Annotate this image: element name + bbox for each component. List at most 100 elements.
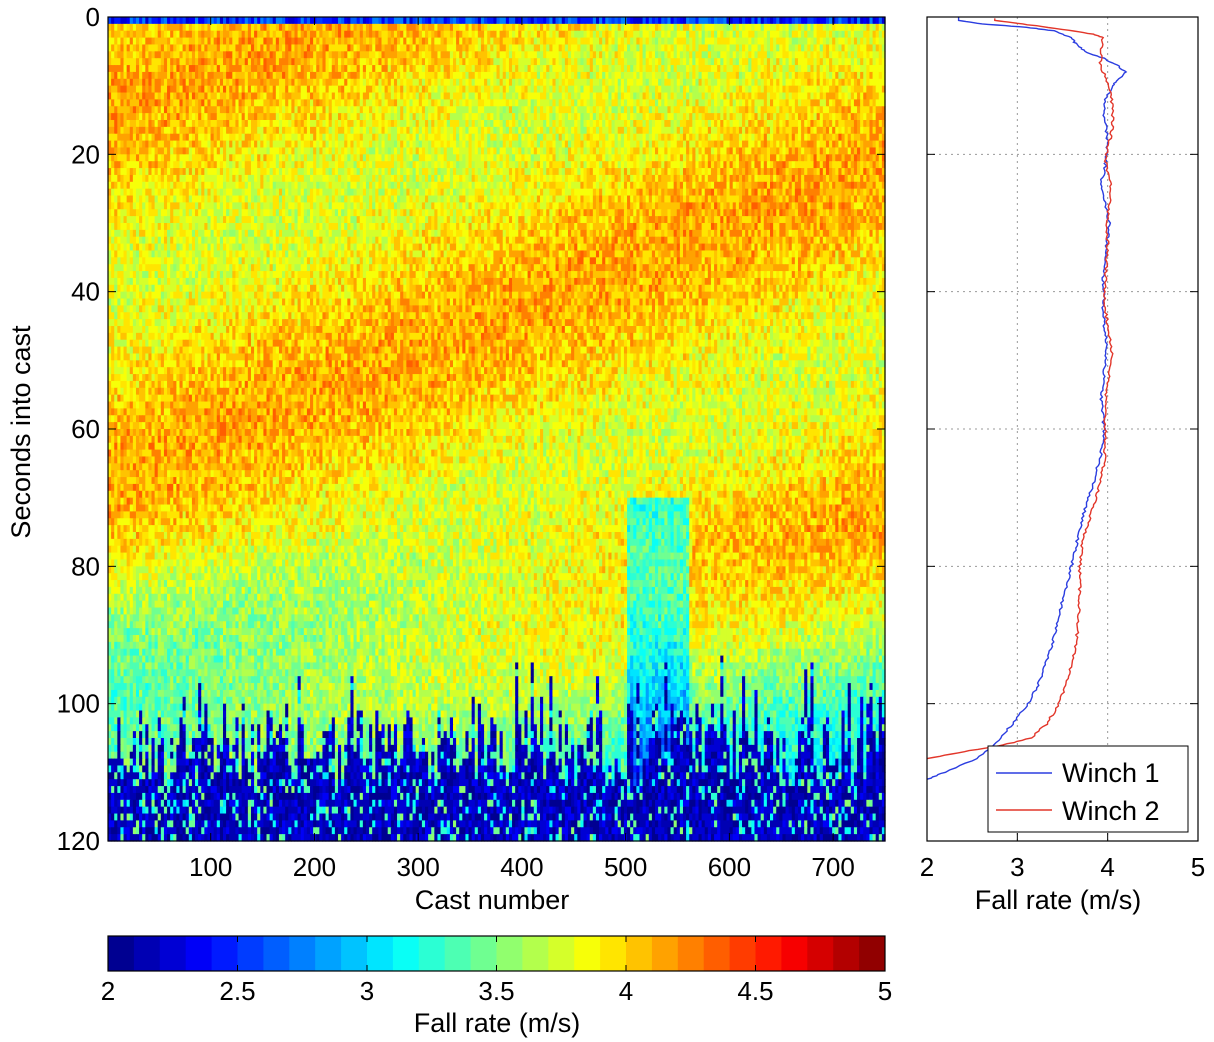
heatmap-cell	[219, 44, 224, 52]
heatmap-cell	[558, 30, 563, 39]
heatmap-cell	[804, 85, 808, 94]
heatmap-cell	[835, 30, 839, 39]
heatmap-cell	[170, 51, 174, 59]
heatmap-cell	[717, 17, 721, 25]
heatmap-cell	[117, 51, 122, 59]
heatmap-cell	[813, 78, 818, 87]
heatmap-cell	[443, 71, 448, 80]
heatmap-cell	[126, 99, 131, 107]
heatmap-cell	[735, 51, 740, 59]
heatmap-cell	[776, 17, 780, 25]
heatmap-cell	[319, 30, 324, 39]
heatmap-cell	[151, 78, 156, 87]
heatmap-cell	[810, 85, 815, 94]
heatmap-cell	[493, 78, 498, 87]
heatmap-cell	[692, 65, 697, 73]
heatmap-cell	[515, 37, 519, 46]
heatmap-cell	[636, 37, 641, 46]
heatmap-cell	[502, 92, 507, 100]
heatmap-cell	[589, 78, 594, 87]
heatmap-cell	[114, 99, 118, 107]
heatmap-cell	[763, 30, 768, 39]
heatmap-cell	[583, 78, 588, 87]
heatmap-cell	[154, 58, 159, 66]
heatmap-cell	[397, 44, 401, 52]
heatmap-cell	[636, 65, 641, 73]
heatmap-cell	[766, 23, 771, 32]
heatmap-cell	[344, 23, 348, 32]
heatmap-cell	[642, 71, 647, 80]
heatmap-cell	[841, 85, 846, 94]
heatmap-cell	[263, 78, 268, 87]
heatmap-cell	[658, 78, 662, 87]
heatmap-cell	[428, 44, 432, 52]
heatmap-cell	[676, 58, 681, 66]
heatmap-cell	[337, 99, 342, 107]
heatmap-cell	[297, 85, 302, 94]
heatmap-cell	[213, 44, 218, 52]
heatmap-cell	[446, 85, 451, 94]
heatmap-cell	[605, 17, 609, 25]
heatmap-cell	[558, 92, 563, 100]
heatmap-cell	[195, 23, 199, 32]
heatmap-cell	[406, 37, 411, 46]
heatmap-cell	[717, 44, 721, 52]
heatmap-cell	[347, 92, 352, 100]
heatmap-cell	[822, 78, 827, 87]
heatmap-cell	[580, 58, 585, 66]
heatmap-cell	[813, 99, 818, 107]
heatmap-cell	[860, 71, 864, 80]
heatmap-cell	[157, 51, 162, 59]
heatmap-cell	[201, 17, 205, 25]
heatmap-cell	[757, 44, 762, 52]
heatmap-cell	[356, 23, 361, 32]
heatmap-cell	[735, 44, 740, 52]
heatmap-cell	[182, 71, 187, 80]
heatmap-cell	[863, 30, 867, 39]
heatmap-cell	[328, 78, 333, 87]
heatmap-cell	[599, 85, 603, 94]
heatmap-cell	[847, 99, 852, 107]
heatmap-cell	[384, 78, 389, 87]
heatmap-cell	[574, 92, 578, 100]
heatmap-cell	[521, 51, 526, 59]
heatmap-cell	[381, 58, 386, 66]
heatmap-cell	[375, 85, 379, 94]
heatmap-cell	[300, 65, 305, 73]
heatmap-cell	[583, 99, 588, 107]
heatmap-cell	[484, 58, 488, 66]
heatmap-cell	[266, 44, 271, 52]
heatmap-cell	[760, 92, 765, 100]
heatmap-cell	[446, 23, 451, 32]
heatmap-cell	[742, 23, 746, 32]
heatmap-cell	[285, 23, 289, 32]
heatmap-cell	[185, 37, 190, 46]
heatmap-cell	[726, 85, 731, 94]
heatmap-cell	[791, 51, 796, 59]
heatmap-cell	[555, 44, 560, 52]
heatmap-cell	[682, 37, 687, 46]
heatmap-cell	[589, 58, 594, 66]
heatmap-cell	[132, 37, 137, 46]
heatmap-cell	[682, 51, 687, 59]
heatmap-cell	[415, 37, 420, 46]
heatmap-cell	[247, 58, 252, 66]
heatmap-cell	[549, 23, 554, 32]
heatmap-cell	[117, 23, 122, 32]
heatmap-cell	[881, 51, 886, 59]
heatmap-cell	[397, 37, 401, 46]
heatmap-cell	[400, 99, 404, 107]
heatmap-cell	[726, 78, 731, 87]
heatmap-cell	[316, 37, 320, 46]
heatmap-cell	[344, 85, 348, 94]
heatmap-cell	[825, 30, 830, 39]
heatmap-cell	[490, 65, 494, 73]
heatmap-cell	[446, 92, 451, 100]
heatmap-cell	[471, 78, 476, 87]
heatmap-cell	[533, 58, 538, 66]
heatmap-cell	[468, 65, 473, 73]
heatmap-cell	[757, 71, 762, 80]
heatmap-cell	[617, 85, 622, 94]
heatmap-cell	[446, 58, 451, 66]
heatmap-cell	[123, 30, 128, 39]
